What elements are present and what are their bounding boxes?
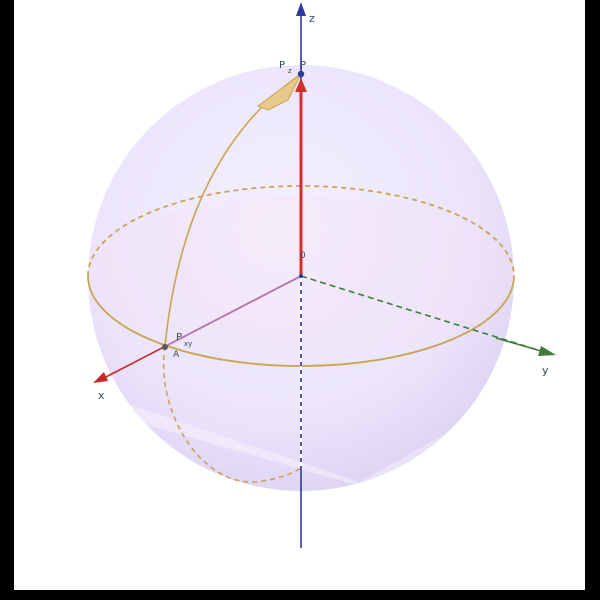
- point-pz-label: P: [279, 60, 285, 71]
- y-axis-line[interactable]: [300, 275, 542, 352]
- theta-angle-sector[interactable]: [256, 73, 302, 111]
- point-pxy-subscript: xy: [184, 340, 192, 348]
- origin-label: 0: [300, 251, 306, 261]
- point-pz-subscript: z: [288, 67, 292, 75]
- z-axis-arrow-icon: [296, 2, 306, 16]
- bloch-sphere-scene[interactable]: z y x 0 P z P P xy A: [14, 0, 585, 590]
- x-axis-arrow-icon: [93, 372, 108, 383]
- meridian-back: [162, 345, 302, 483]
- point-p[interactable]: [297, 70, 305, 78]
- graphics-view-3d[interactable]: z y x 0 P z P P xy A: [14, 0, 585, 590]
- point-p-label: P: [300, 60, 306, 71]
- point-pxy-label: P: [176, 332, 182, 343]
- state-vector-arrow-icon: [295, 78, 307, 92]
- point-a[interactable]: [162, 344, 168, 350]
- z-axis-label: z: [309, 12, 315, 25]
- y-axis-arrow-icon: [538, 346, 556, 356]
- y-axis-line-front: [495, 337, 542, 352]
- point-a-label: A: [173, 350, 180, 360]
- x-axis-label: x: [98, 389, 105, 402]
- x-axis-line-inside: [165, 275, 302, 347]
- y-axis-label: y: [542, 364, 549, 377]
- origin-point[interactable]: [299, 274, 303, 278]
